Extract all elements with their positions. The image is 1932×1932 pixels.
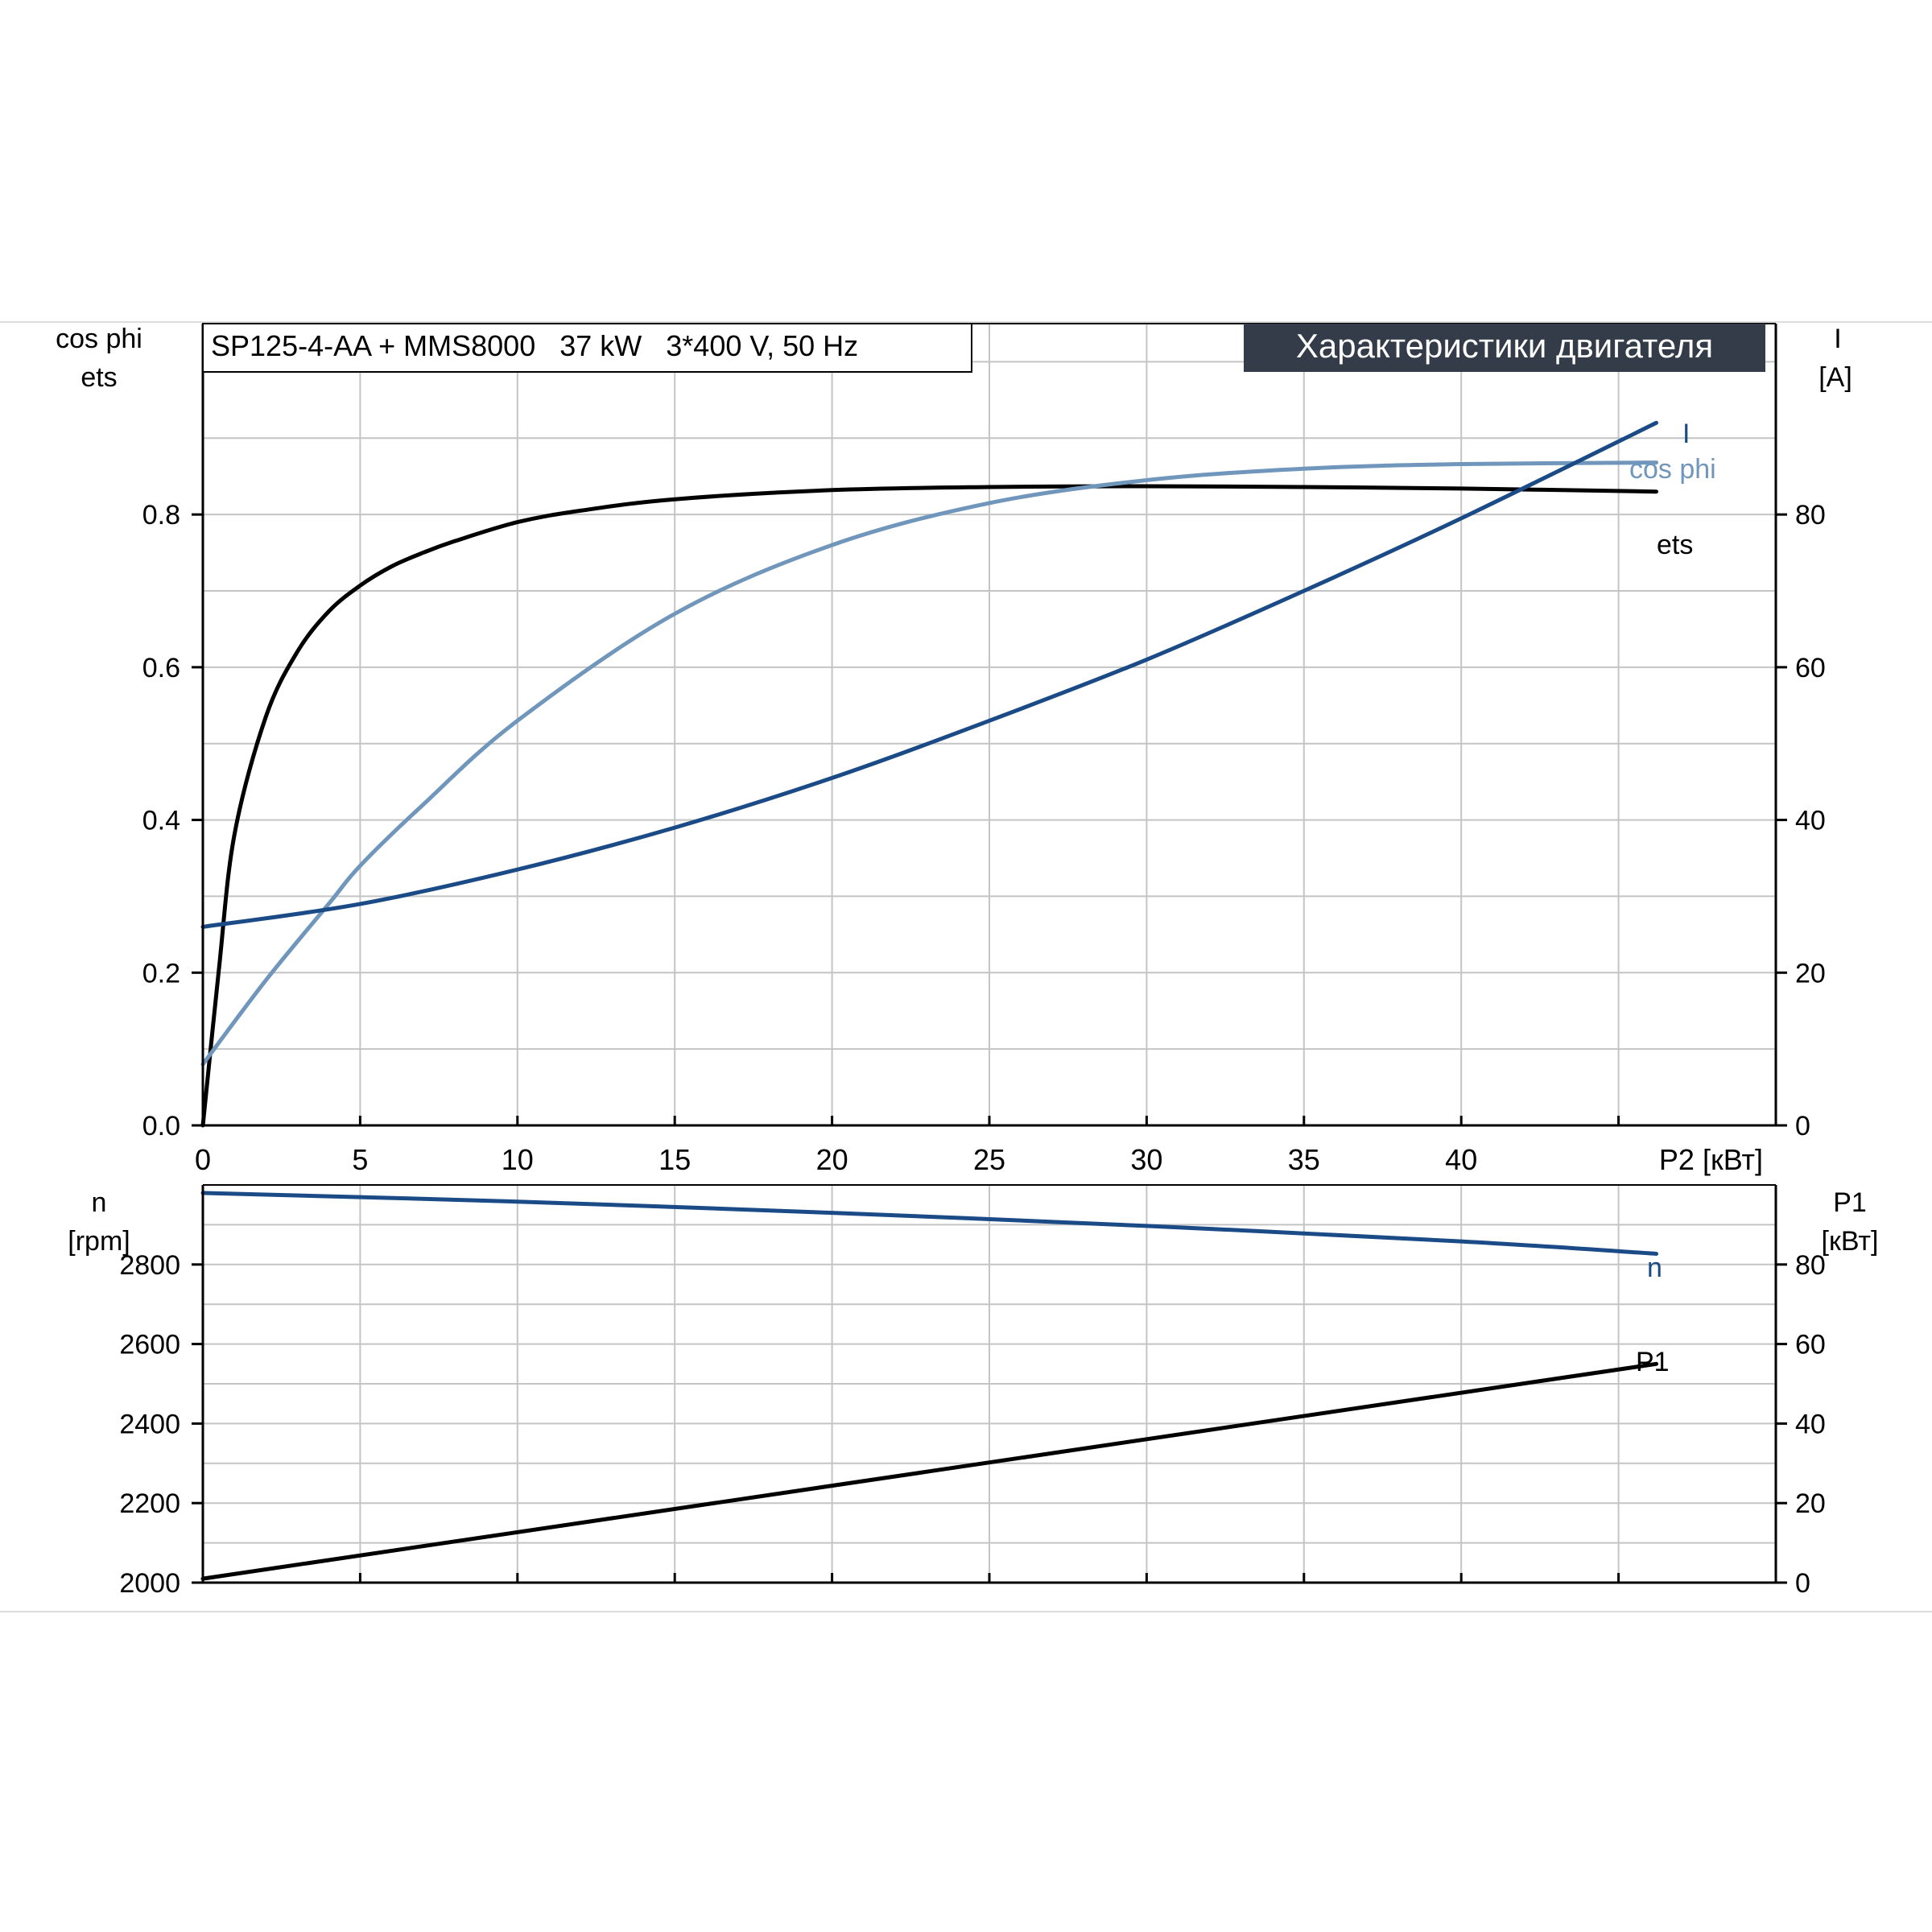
lower-chart-panel: 2000 2200 2400 2600 2800 0 20 40 60 80 n [rpm] P1…: [68, 1184, 1879, 1599]
left-axis-label-cosphi: cos phi: [56, 324, 142, 354]
x-tick-label: 20: [816, 1143, 848, 1176]
lower-right-axis-label-p1: P1: [1833, 1187, 1867, 1218]
upper-left-tick-label: 0.0: [142, 1111, 180, 1141]
x-tick-label: 35: [1288, 1143, 1320, 1176]
series-line-P1: [200, 1361, 1658, 1581]
upper-left-tick-label: 0.4: [142, 806, 180, 836]
upper-right-tick-label: 80: [1795, 500, 1826, 530]
upper-left-tick-label: 0.6: [142, 653, 180, 683]
upper-right-tick-label: 40: [1795, 806, 1826, 836]
series-line-n: [200, 1191, 1658, 1256]
left-axis-label-ets: ets: [80, 362, 117, 393]
right-axis-label-a: [A]: [1818, 362, 1852, 393]
series-line-I: [200, 420, 1658, 929]
model-box: [202, 323, 972, 373]
series-label-i: I: [1682, 419, 1690, 449]
upper-grid: [203, 324, 1776, 1125]
upper-left-tick-label: 0.2: [142, 958, 180, 989]
lower-right-tick-label: 60: [1795, 1330, 1826, 1360]
x-tick-label: 0: [195, 1143, 211, 1176]
upper-curves: [200, 420, 1658, 1128]
lower-right-tick-label: 40: [1795, 1409, 1826, 1439]
lower-axes: [192, 1184, 1787, 1584]
series-label-ets: ets: [1657, 530, 1693, 560]
series-label-p1: P1: [1636, 1347, 1670, 1377]
x-tick-label: 30: [1130, 1143, 1162, 1176]
model-box-text: SP125-4-AA + MMS8000 37 kW 3*400 V, 50 H…: [211, 329, 858, 362]
x-tick-label: 15: [658, 1143, 691, 1176]
lower-tick-labels: 2000 2200 2400 2600 2800 0 20 40 60 80: [119, 1250, 1825, 1599]
lower-right-tick-label: 20: [1795, 1488, 1826, 1519]
upper-right-tick-label: 60: [1795, 653, 1826, 683]
lower-left-tick-label: 2800: [119, 1250, 180, 1281]
title-badge: [1244, 324, 1765, 372]
series-label-n: n: [1647, 1253, 1662, 1283]
series-line-cos-phi: [200, 460, 1658, 1067]
upper-right-tick-label: 0: [1795, 1111, 1810, 1141]
x-tick-label: 40: [1445, 1143, 1477, 1176]
upper-chart-panel: 0.0 0.2 0.4 0.6 0.8 0 20 40 60 80 0 5 10 15 20 25 30 35 40…: [56, 323, 1852, 1176]
upper-right-tick-label: 20: [1795, 958, 1826, 989]
lower-left-axis-label-rpm: [rpm]: [68, 1226, 130, 1257]
lower-left-axis-label-n: n: [92, 1187, 107, 1218]
x-axis-label: P2 [кВт]: [1659, 1143, 1763, 1176]
series-label-cosphi: cos phi: [1629, 454, 1716, 485]
x-tick-label: 10: [502, 1143, 534, 1176]
x-tick-label: 5: [352, 1143, 368, 1176]
lower-right-tick-label: 80: [1795, 1250, 1826, 1281]
lower-left-tick-label: 2400: [119, 1409, 180, 1439]
lower-curves: [200, 1191, 1658, 1581]
right-axis-label-i: I: [1834, 324, 1841, 354]
lower-left-tick-label: 2600: [119, 1330, 180, 1360]
series-line-ets: [200, 484, 1658, 1128]
title-badge-text: Характеристики двигателя: [1296, 327, 1713, 365]
upper-left-tick-label: 0.8: [142, 500, 180, 530]
lower-right-axis-label-kw: [кВт]: [1822, 1226, 1879, 1257]
x-tick-label: 25: [973, 1143, 1005, 1176]
lower-left-tick-label: 2000: [119, 1568, 180, 1599]
lower-left-tick-label: 2200: [119, 1488, 180, 1519]
lower-right-tick-label: 0: [1795, 1568, 1810, 1599]
upper-tick-labels: 0.0 0.2 0.4 0.6 0.8 0 20 40 60 80 0 5 10 15 20 25 30 35 40: [142, 500, 1826, 1176]
